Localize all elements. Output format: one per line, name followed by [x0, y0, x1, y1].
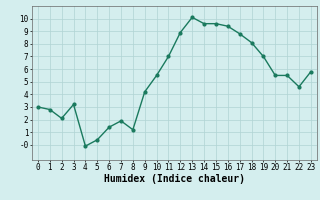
X-axis label: Humidex (Indice chaleur): Humidex (Indice chaleur) — [104, 174, 245, 184]
